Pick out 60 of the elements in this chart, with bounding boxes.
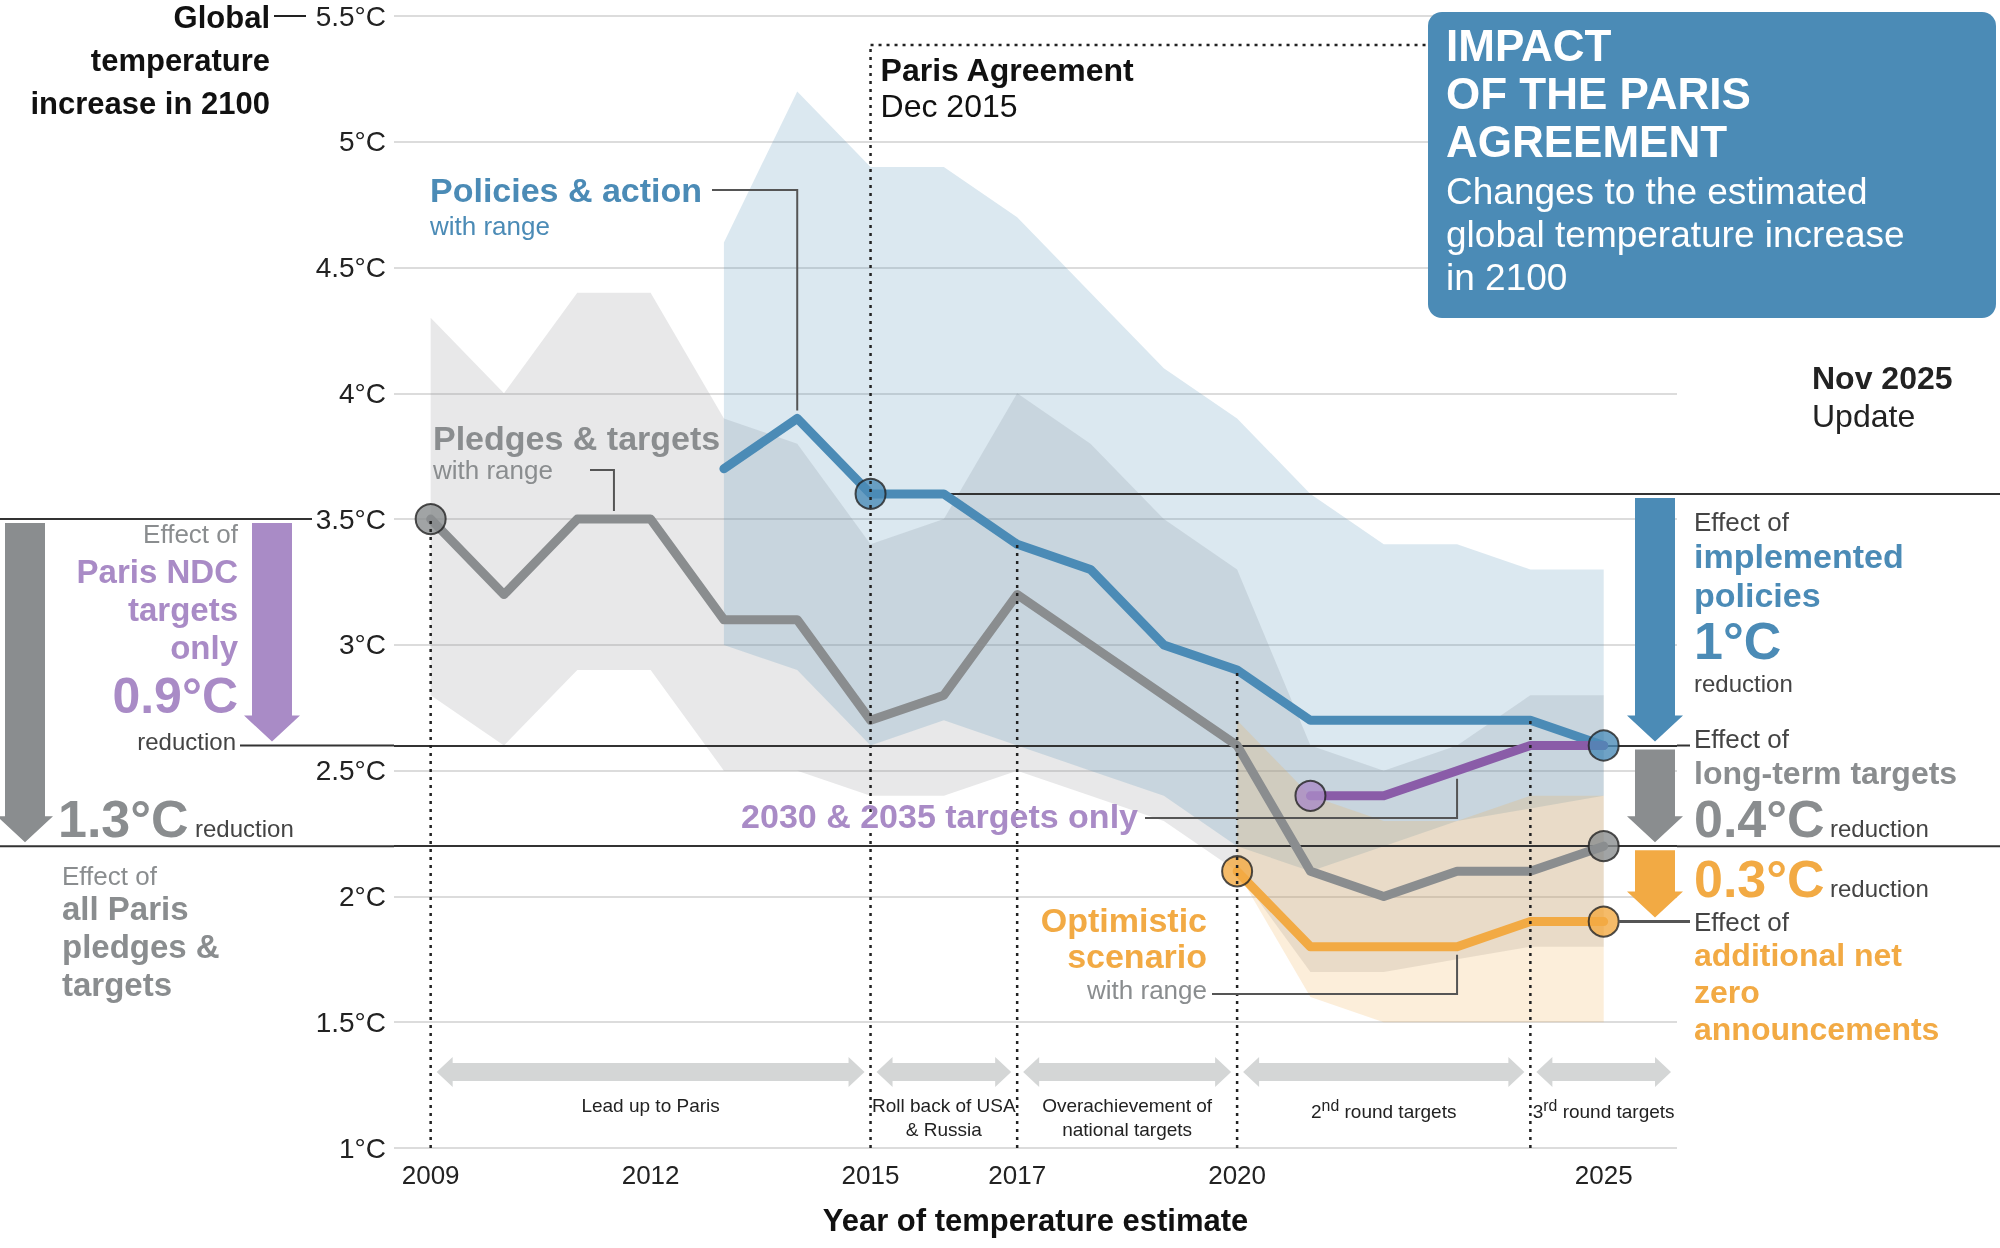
text: Paris NDC targets only xyxy=(75,553,238,667)
text: 2030 & 2035 targets only xyxy=(741,797,1138,835)
annotation: Overachievement of national targets xyxy=(1041,1094,1214,1142)
point xyxy=(1587,729,1620,762)
text: reduction xyxy=(137,728,236,756)
text: reduction xyxy=(195,815,294,843)
y-tick-label: 5.5°C xyxy=(315,0,386,32)
y-tick-label: 4.5°C xyxy=(315,252,386,284)
annotation: with range xyxy=(1087,975,1207,1006)
text: 0.3°C xyxy=(1694,850,1825,910)
y-tick-label: 5°C xyxy=(339,126,386,158)
text: additional net zero announcements xyxy=(1694,937,1940,1048)
text: Effect of xyxy=(1694,724,1789,755)
text: reduction xyxy=(1830,875,1929,903)
annotation: 2$^{nd}$ round targets xyxy=(1310,1096,1458,1125)
text: reduction xyxy=(1830,815,1929,843)
point xyxy=(854,477,887,510)
text: Policies & action xyxy=(430,171,703,209)
y-tick-label: 1°C xyxy=(339,1132,386,1164)
text: Effect of xyxy=(1694,907,1789,938)
x-tick-label: 2015 xyxy=(841,1160,900,1190)
annotation: Lead up to Paris xyxy=(580,1094,721,1118)
y-tick-label: 1.5°C xyxy=(315,1006,386,1038)
annotation: 3$^{rd}$ round targets xyxy=(1531,1096,1676,1125)
y-tick-label: 4°C xyxy=(339,377,386,409)
text: 1.3°C xyxy=(58,790,189,850)
text: reduction xyxy=(1694,670,1793,698)
text: IMPACT OF THE PARIS AGREEMENT xyxy=(1446,21,1752,166)
y-tick-label: 3.5°C xyxy=(315,503,386,535)
text: Update xyxy=(1812,398,1916,435)
series-label: Pledges & targets xyxy=(433,419,721,457)
point xyxy=(1587,830,1620,863)
x-tick-label: 2017 xyxy=(988,1160,1047,1190)
text: Nov 2025 xyxy=(1812,360,1953,397)
y-axis-title: Global temperature increase in 2100 xyxy=(29,0,270,123)
text: Changes to the estimated global temperature increase in 2100 xyxy=(1446,170,1906,299)
text: all Paris pledges & targets xyxy=(62,890,221,1004)
x-tick-label: 2009 xyxy=(401,1160,460,1190)
x-tick-label: 2025 xyxy=(1574,1160,1633,1190)
text: Effect of xyxy=(62,861,157,892)
point xyxy=(414,503,447,536)
annotation: Roll back of USA & Russia xyxy=(871,1094,1017,1142)
x-tick-label: 2012 xyxy=(621,1160,680,1190)
annotation: with range xyxy=(430,211,550,242)
series-label: Optimistic scenario xyxy=(1039,901,1207,975)
text: Effect of xyxy=(1694,507,1789,538)
y-tick-label: 3°C xyxy=(339,629,386,661)
text: long-term targets xyxy=(1694,755,1958,792)
text: Effect of xyxy=(143,519,238,550)
y-tick-label: 2.5°C xyxy=(315,755,386,787)
text: 0.9°C xyxy=(112,668,238,726)
y-tick-label: 2°C xyxy=(339,880,386,912)
point xyxy=(1587,905,1620,938)
x-tick-label: 2020 xyxy=(1208,1160,1267,1190)
text: implemented policies xyxy=(1694,537,1905,616)
x-axis-title: Year of temperature estimate xyxy=(821,1203,1250,1239)
point xyxy=(1294,779,1327,812)
text: 0.4°C xyxy=(1694,790,1825,850)
ref-line-label: Paris Agreement Dec 2015 xyxy=(880,52,1134,124)
point xyxy=(1221,855,1254,888)
